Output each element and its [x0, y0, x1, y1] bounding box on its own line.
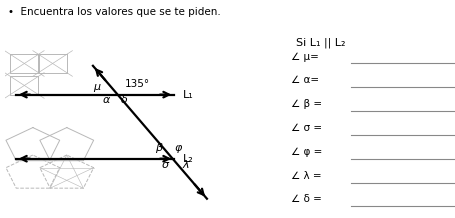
Text: L₁: L₁	[182, 90, 193, 100]
Text: μ: μ	[93, 82, 100, 92]
Text: 135°: 135°	[125, 79, 150, 89]
Text: σ: σ	[162, 160, 169, 170]
Text: ∠ σ =: ∠ σ =	[290, 123, 321, 133]
Text: ∠ δ =: ∠ δ =	[290, 194, 321, 204]
Text: α: α	[102, 95, 110, 105]
Text: •  Encuentra los valores que se te piden.: • Encuentra los valores que se te piden.	[8, 7, 221, 17]
Text: ∠ λ =: ∠ λ =	[290, 171, 321, 181]
Text: ∠ α=: ∠ α=	[290, 75, 318, 85]
Text: ∠ μ=: ∠ μ=	[290, 52, 318, 62]
Text: λ: λ	[182, 160, 188, 170]
Text: β: β	[155, 143, 162, 153]
Text: Si L₁ || L₂: Si L₁ || L₂	[295, 38, 344, 48]
Text: ∠ β =: ∠ β =	[290, 99, 321, 109]
Text: φ: φ	[174, 143, 182, 153]
Text: δ: δ	[121, 95, 128, 105]
Text: ∠ φ =: ∠ φ =	[290, 147, 321, 157]
Text: L₂: L₂	[182, 154, 193, 164]
